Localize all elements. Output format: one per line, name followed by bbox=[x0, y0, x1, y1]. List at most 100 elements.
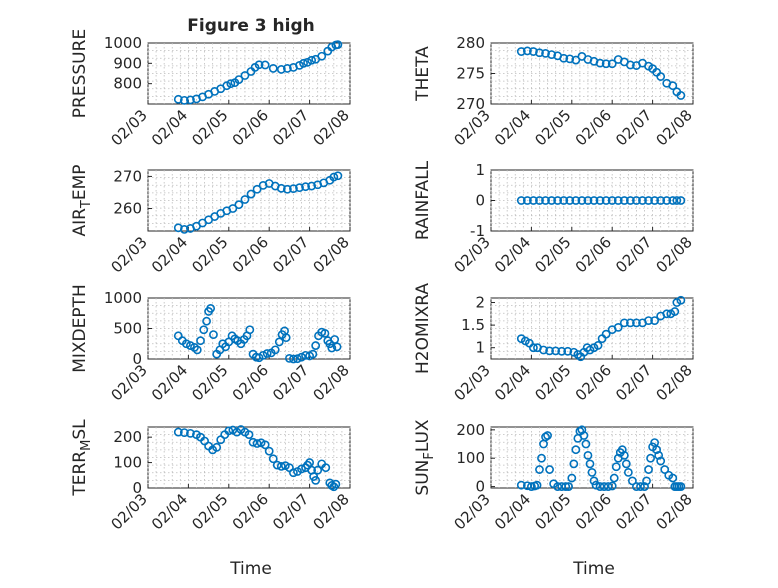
data-point bbox=[206, 303, 216, 313]
data-point bbox=[186, 95, 195, 105]
data-point bbox=[676, 91, 686, 100]
x-tick-label: 02/06 bbox=[229, 490, 272, 533]
data-point bbox=[577, 196, 587, 205]
data-point bbox=[636, 482, 645, 491]
data-point bbox=[613, 322, 623, 332]
data-point bbox=[585, 459, 595, 469]
data-point bbox=[609, 473, 619, 483]
y-tick-label: 800 bbox=[113, 75, 142, 93]
data-point bbox=[527, 482, 536, 491]
y-tick-label: 275 bbox=[456, 65, 485, 83]
data-point bbox=[591, 480, 601, 490]
data-point bbox=[646, 453, 655, 463]
data-point bbox=[270, 345, 280, 355]
data-point bbox=[628, 476, 637, 486]
data-point bbox=[625, 196, 635, 205]
data-point bbox=[226, 79, 236, 89]
data-point bbox=[535, 48, 544, 58]
data-point bbox=[603, 482, 613, 491]
data-point bbox=[295, 183, 304, 193]
data-point bbox=[317, 51, 327, 61]
data-point bbox=[652, 445, 662, 455]
data-point bbox=[254, 60, 264, 70]
data-point bbox=[202, 316, 211, 326]
data-point bbox=[331, 479, 341, 489]
data-point bbox=[289, 184, 298, 194]
data-point bbox=[619, 318, 629, 328]
x-tick-label: 02/06 bbox=[572, 233, 615, 276]
data-point bbox=[668, 196, 678, 205]
data-point bbox=[301, 182, 310, 192]
data-point bbox=[307, 55, 317, 65]
data-point bbox=[276, 65, 286, 74]
y-axis-label-rainfall: RAINFALL bbox=[413, 160, 433, 240]
y-tick-label: 0 bbox=[132, 479, 142, 497]
data-point bbox=[601, 329, 611, 339]
data-point bbox=[601, 196, 611, 205]
y-tick-label: 900 bbox=[113, 54, 142, 72]
data-point bbox=[252, 439, 262, 448]
data-point bbox=[246, 189, 256, 199]
x-tick-label: 02/05 bbox=[188, 106, 231, 149]
y-tick-label: -1 bbox=[470, 222, 485, 240]
data-point bbox=[563, 346, 573, 356]
data-point bbox=[565, 54, 575, 64]
data-point bbox=[330, 335, 340, 344]
data-point bbox=[623, 467, 633, 477]
data-point bbox=[593, 341, 603, 350]
y-axis-label-mixdepth: MIXDEPTH bbox=[70, 284, 90, 373]
data-point bbox=[668, 81, 678, 91]
data-point bbox=[619, 196, 629, 205]
data-point bbox=[308, 349, 318, 359]
data-point bbox=[181, 339, 191, 349]
data-point bbox=[662, 309, 672, 319]
x-tick-label: 02/03 bbox=[108, 106, 151, 149]
data-point bbox=[644, 465, 653, 474]
data-point bbox=[589, 476, 599, 486]
data-point bbox=[595, 58, 605, 68]
data-point bbox=[311, 341, 321, 350]
data-point bbox=[529, 47, 538, 56]
data-point bbox=[529, 343, 538, 353]
data-point bbox=[234, 200, 244, 210]
x-tick-label: 02/05 bbox=[531, 361, 574, 404]
data-point bbox=[571, 196, 581, 205]
data-point bbox=[281, 333, 291, 343]
data-point bbox=[537, 453, 546, 463]
x-tick-label: 02/08 bbox=[310, 233, 353, 276]
data-point bbox=[672, 196, 682, 205]
data-point bbox=[333, 40, 343, 50]
x-tick-label: 02/08 bbox=[653, 106, 696, 149]
data-point bbox=[553, 482, 563, 491]
data-point bbox=[260, 440, 270, 450]
data-point bbox=[583, 450, 593, 460]
data-point bbox=[173, 427, 183, 437]
data-point bbox=[307, 181, 317, 191]
data-point bbox=[284, 353, 294, 363]
data-point bbox=[656, 456, 666, 466]
data-point bbox=[632, 318, 641, 328]
data-point bbox=[262, 349, 272, 358]
data-point bbox=[656, 196, 666, 205]
data-point bbox=[607, 59, 617, 69]
y-axis-label-pressure: PRESSURE bbox=[70, 29, 90, 118]
x-axis-label-right: Time bbox=[572, 559, 615, 579]
x-tick-label: 02/05 bbox=[188, 361, 231, 404]
data-point bbox=[333, 171, 343, 181]
x-tick-label: 02/06 bbox=[229, 361, 272, 404]
data-point bbox=[532, 480, 542, 490]
x-tick-label: 02/04 bbox=[148, 233, 191, 276]
x-tick-label: 02/03 bbox=[108, 490, 151, 533]
data-point bbox=[650, 196, 660, 205]
data-point bbox=[329, 172, 339, 182]
y-tick-label: 1 bbox=[475, 339, 485, 357]
data-point bbox=[179, 95, 189, 105]
data-point bbox=[668, 473, 678, 483]
data-point bbox=[619, 450, 629, 460]
data-point bbox=[595, 482, 605, 491]
x-tick-label: 02/06 bbox=[572, 490, 615, 533]
